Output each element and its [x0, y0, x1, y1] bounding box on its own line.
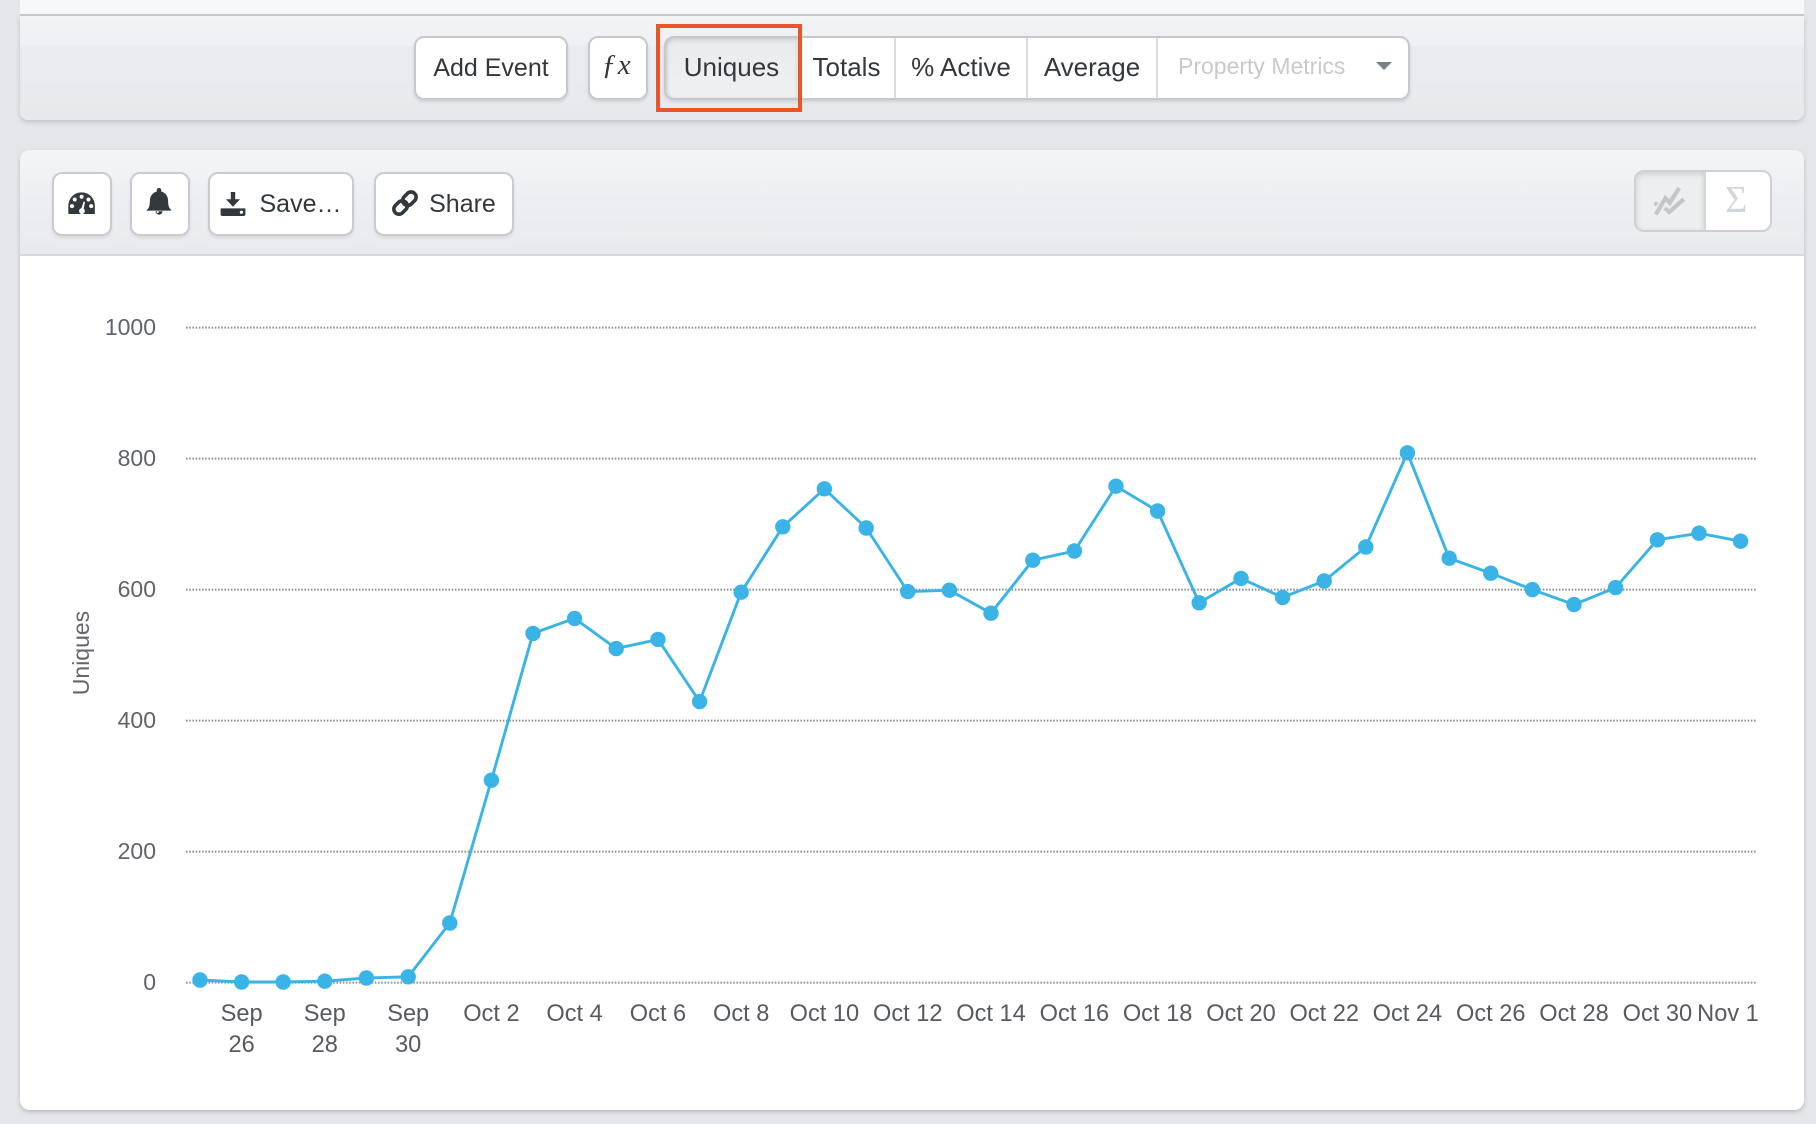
svg-text:Oct 24: Oct 24 — [1373, 1001, 1443, 1027]
svg-text:Oct 26: Oct 26 — [1456, 1001, 1526, 1027]
svg-text:200: 200 — [118, 838, 156, 864]
svg-text:Oct 28: Oct 28 — [1539, 1001, 1609, 1027]
svg-text:Sep: Sep — [221, 1001, 263, 1027]
svg-text:800: 800 — [118, 445, 156, 471]
svg-text:28: 28 — [312, 1032, 338, 1058]
svg-text:400: 400 — [118, 707, 156, 733]
svg-text:Oct 18: Oct 18 — [1123, 1001, 1193, 1027]
svg-text:Sep: Sep — [304, 1001, 346, 1027]
svg-text:Nov 1: Nov 1 — [1697, 1001, 1759, 1027]
svg-text:Oct 16: Oct 16 — [1040, 1001, 1110, 1027]
svg-text:Uniques: Uniques — [68, 611, 94, 695]
svg-text:Oct 30: Oct 30 — [1623, 1001, 1693, 1027]
svg-text:Oct 6: Oct 6 — [630, 1001, 686, 1027]
svg-text:600: 600 — [118, 576, 156, 602]
svg-text:Oct 2: Oct 2 — [463, 1001, 519, 1027]
svg-text:Sep: Sep — [387, 1001, 429, 1027]
svg-text:Oct 10: Oct 10 — [790, 1001, 860, 1027]
svg-text:30: 30 — [395, 1032, 421, 1058]
svg-text:1000: 1000 — [105, 314, 156, 340]
svg-text:Oct 20: Oct 20 — [1206, 1001, 1276, 1027]
svg-text:Oct 12: Oct 12 — [873, 1001, 943, 1027]
svg-text:Oct 4: Oct 4 — [546, 1001, 602, 1027]
svg-text:26: 26 — [228, 1032, 254, 1058]
svg-text:Oct 8: Oct 8 — [713, 1001, 769, 1027]
svg-text:0: 0 — [143, 969, 156, 995]
svg-text:Oct 22: Oct 22 — [1289, 1001, 1359, 1027]
svg-text:Oct 14: Oct 14 — [956, 1001, 1026, 1027]
